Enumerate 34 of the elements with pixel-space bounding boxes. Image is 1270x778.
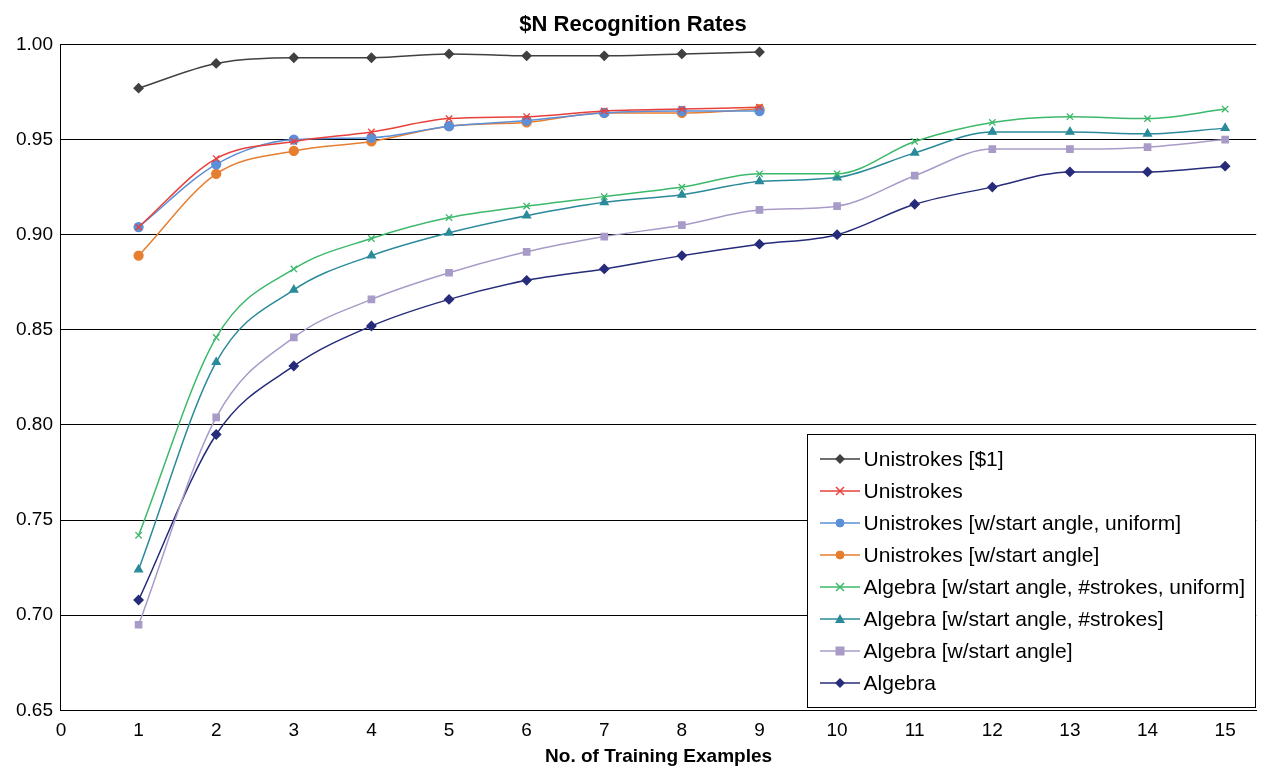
- x-tick-label: 10: [826, 719, 848, 741]
- x-axis-title: No. of Training Examples: [545, 744, 773, 766]
- chart-title: $N Recognition Rates: [519, 11, 747, 37]
- legend-label: Unistrokes [$1]: [863, 446, 1004, 473]
- legend-label: Algebra [w/start angle]: [863, 638, 1073, 665]
- x-tick-label: 3: [288, 719, 300, 741]
- x-tick-label: 11: [904, 719, 925, 741]
- legend-label: Unistrokes: [863, 478, 963, 505]
- x-tick-label: 8: [676, 719, 688, 741]
- y-tick-label: 0.90: [16, 222, 53, 244]
- x-tick-label: 9: [754, 719, 765, 741]
- y-tick-label: 0.75: [16, 508, 53, 530]
- y-tick-label: 0.85: [16, 318, 53, 340]
- legend-label: Algebra [w/start angle, #strokes]: [863, 606, 1164, 633]
- x-tick-label: 12: [981, 719, 1003, 741]
- legend-label: Unistrokes [w/start angle]: [863, 542, 1100, 569]
- x-tick-label: 1: [133, 719, 144, 741]
- x-tick-label: 6: [521, 719, 532, 741]
- x-tick-label: 4: [366, 719, 378, 741]
- legend-label: Algebra [w/start angle, #strokes, uniform]: [863, 574, 1246, 601]
- x-tick-label: 7: [598, 719, 610, 741]
- y-tick-label: 1.00: [16, 32, 53, 54]
- y-tick-label: 0.70: [16, 603, 53, 625]
- legend-label: Algebra: [863, 670, 936, 697]
- x-tick-label: 0: [55, 719, 67, 741]
- x-tick-label: 13: [1059, 719, 1081, 741]
- x-tick-label: 2: [210, 719, 222, 741]
- y-tick-label: 0.80: [16, 413, 53, 435]
- x-tick-label: 14: [1136, 719, 1159, 741]
- y-tick-label: 0.65: [16, 698, 53, 720]
- x-tick-label: 5: [443, 719, 455, 741]
- legend-label: Unistrokes [w/start angle, uniform]: [863, 510, 1181, 537]
- y-tick-label: 0.95: [16, 127, 53, 149]
- x-tick-label: 15: [1214, 719, 1236, 741]
